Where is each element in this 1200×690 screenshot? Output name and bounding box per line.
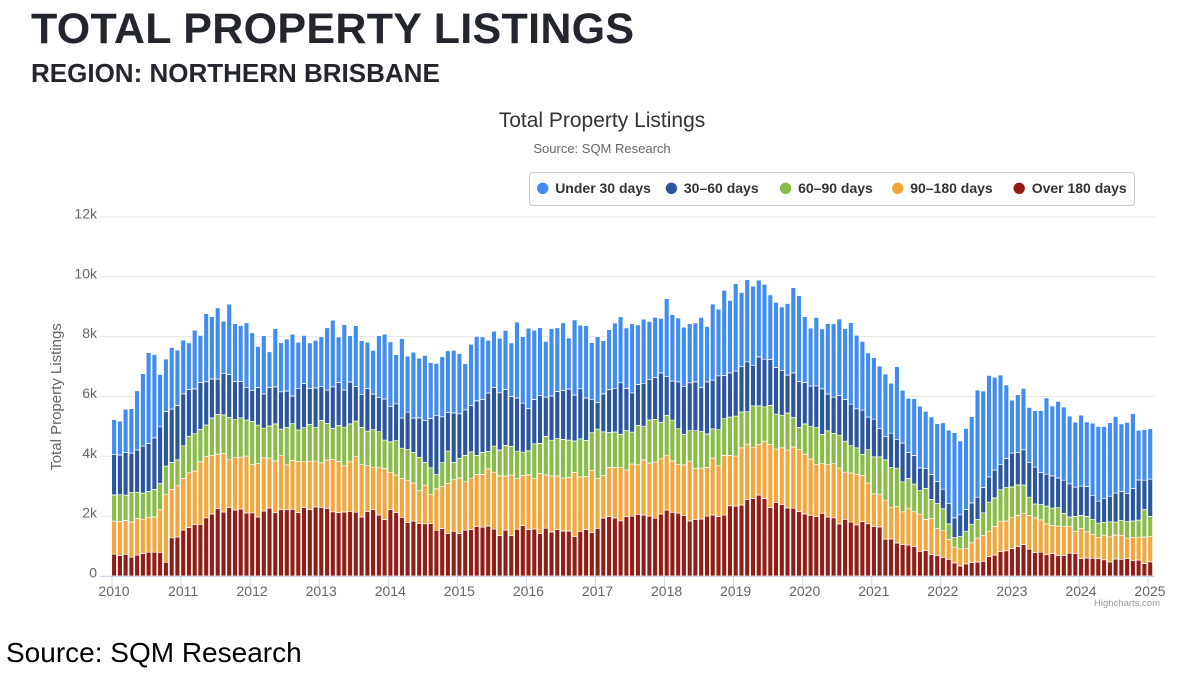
- svg-text:Total Property Listings: Total Property Listings: [48, 323, 65, 471]
- svg-text:30–60 days: 30–60 days: [684, 180, 759, 196]
- svg-text:2013: 2013: [306, 583, 337, 599]
- svg-text:2010: 2010: [98, 583, 129, 599]
- svg-text:2022: 2022: [927, 583, 958, 599]
- svg-text:Highcharts.com: Highcharts.com: [1094, 598, 1160, 609]
- svg-text:2011: 2011: [168, 583, 198, 599]
- svg-text:2012: 2012: [237, 583, 268, 599]
- svg-text:2023: 2023: [996, 583, 1027, 599]
- svg-text:4k: 4k: [82, 445, 98, 461]
- svg-text:2018: 2018: [651, 583, 682, 599]
- svg-text:0: 0: [89, 565, 97, 581]
- svg-text:2019: 2019: [720, 583, 751, 599]
- svg-text:2020: 2020: [789, 583, 820, 599]
- svg-text:Over 180 days: Over 180 days: [1032, 180, 1127, 196]
- svg-text:60–90 days: 60–90 days: [798, 180, 873, 196]
- svg-text:2025: 2025: [1134, 583, 1165, 599]
- svg-text:10k: 10k: [74, 265, 98, 281]
- svg-text:2014: 2014: [375, 583, 406, 599]
- svg-text:Under 30 days: Under 30 days: [555, 180, 651, 196]
- svg-text:12k: 12k: [74, 206, 98, 222]
- svg-text:Total Property Listings: Total Property Listings: [499, 109, 706, 132]
- svg-text:2k: 2k: [82, 505, 98, 521]
- svg-text:2015: 2015: [444, 583, 475, 599]
- svg-text:2024: 2024: [1065, 583, 1096, 599]
- svg-text:90–180 days: 90–180 days: [910, 180, 993, 196]
- svg-text:8k: 8k: [82, 325, 98, 341]
- svg-text:2021: 2021: [858, 583, 889, 599]
- svg-text:2016: 2016: [513, 583, 544, 599]
- svg-text:6k: 6k: [82, 385, 98, 401]
- svg-text:Source: SQM Research: Source: SQM Research: [533, 141, 670, 156]
- svg-text:2017: 2017: [582, 583, 613, 599]
